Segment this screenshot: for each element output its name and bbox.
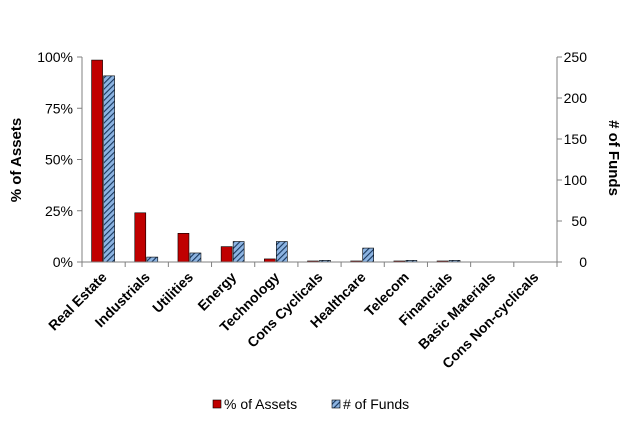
series-assets-bars [91,59,449,263]
left-axis-title: % of Assets [8,118,25,202]
bar-funds [103,75,115,263]
bar-assets [91,59,103,263]
right-axis-title: # of Funds [605,120,622,196]
left-tick-label: 100% [37,49,73,65]
legend-label-assets: % of Assets [224,396,297,412]
right-tick-label: 0 [579,254,587,270]
right-tick-label: 50 [571,213,587,229]
x-axis-labels: Real EstateIndustrialsUtilitiesEnergyTec… [45,262,558,371]
x-tick-label: Cons Cyclicals [244,269,326,351]
bar-assets [134,212,147,263]
right-tick-label: 200 [564,90,588,106]
left-axis-ticks: 0% 25% 50% 75% 100% [37,49,82,270]
bar-funds [276,241,288,263]
bar-funds [232,241,245,263]
series-funds-bars [103,75,461,263]
left-tick-label: 75% [45,100,73,116]
legend-swatch-funds [331,399,341,409]
left-tick-label: 0% [53,254,73,270]
right-tick-label: 100 [564,172,588,188]
x-tick-label: Utilities [149,269,196,316]
right-tick-label: 150 [564,131,588,147]
bar-assets [220,246,233,263]
bar-funds [189,252,202,263]
legend: % of Assets # of Funds [212,396,409,412]
left-tick-label: 50% [45,152,73,168]
left-tick-label: 25% [45,203,73,219]
right-axis-ticks: 0 50 100 150 200 250 [557,49,587,270]
x-tick-label: Basic Materials [415,269,499,353]
legend-swatch-assets [212,399,222,409]
bar-funds [146,256,159,263]
right-tick-label: 250 [564,49,588,65]
legend-label-funds: # of Funds [343,396,409,412]
bar-assets [177,233,190,263]
bar-funds [362,247,374,263]
